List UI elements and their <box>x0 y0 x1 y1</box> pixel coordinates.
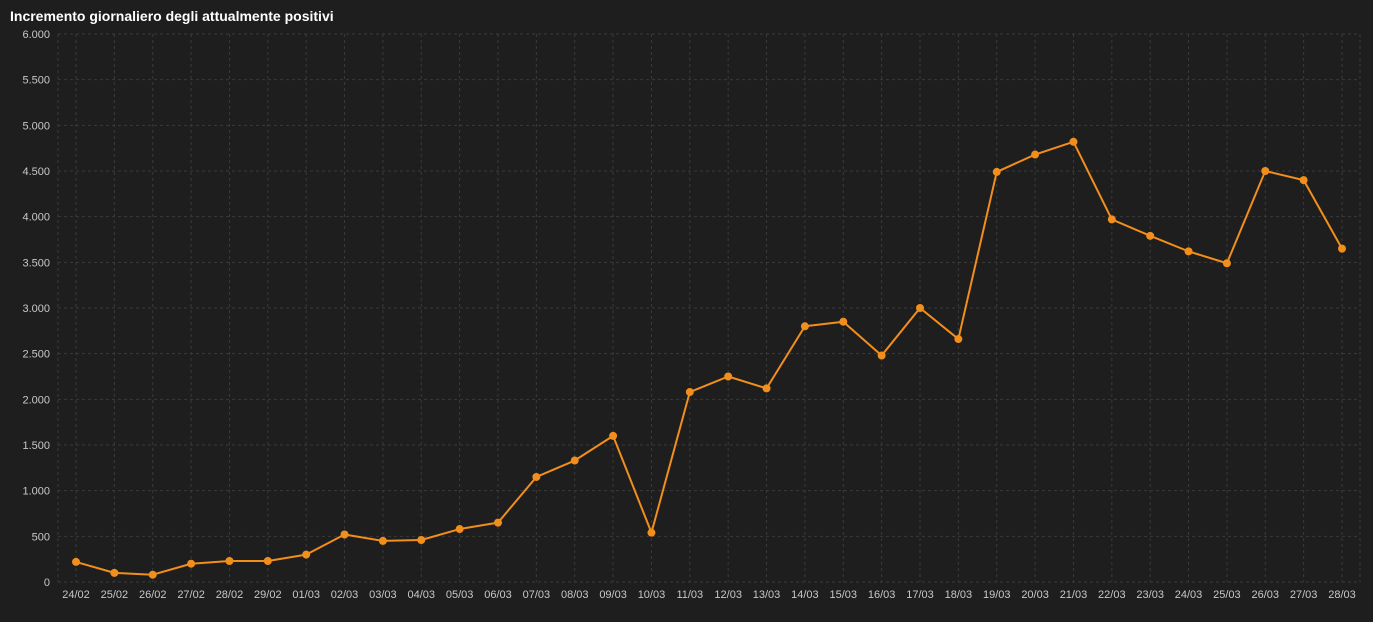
data-point <box>417 536 425 544</box>
data-point <box>379 537 387 545</box>
data-point <box>609 432 617 440</box>
svg-text:12/03: 12/03 <box>714 589 742 601</box>
svg-text:07/03: 07/03 <box>523 589 551 601</box>
data-point <box>1185 247 1193 255</box>
svg-text:2.500: 2.500 <box>22 349 50 361</box>
svg-text:21/03: 21/03 <box>1060 589 1088 601</box>
data-point <box>110 569 118 577</box>
svg-text:05/03: 05/03 <box>446 589 474 601</box>
svg-text:13/03: 13/03 <box>753 589 781 601</box>
svg-text:22/03: 22/03 <box>1098 589 1126 601</box>
svg-text:25/03: 25/03 <box>1213 589 1241 601</box>
svg-text:25/02: 25/02 <box>101 589 129 601</box>
data-point <box>1146 232 1154 240</box>
svg-text:20/03: 20/03 <box>1021 589 1049 601</box>
svg-text:08/03: 08/03 <box>561 589 589 601</box>
svg-text:26/03: 26/03 <box>1252 589 1280 601</box>
data-point <box>456 525 464 533</box>
data-point <box>1261 167 1269 175</box>
data-point <box>878 351 886 359</box>
svg-text:14/03: 14/03 <box>791 589 819 601</box>
svg-text:01/03: 01/03 <box>292 589 320 601</box>
data-point <box>724 373 732 381</box>
svg-text:5.500: 5.500 <box>22 75 50 87</box>
svg-text:3.000: 3.000 <box>22 303 50 315</box>
svg-text:6.000: 6.000 <box>22 29 50 41</box>
data-point <box>264 557 272 565</box>
svg-text:500: 500 <box>32 531 50 543</box>
data-point <box>839 318 847 326</box>
data-point <box>954 335 962 343</box>
svg-text:04/03: 04/03 <box>408 589 436 601</box>
data-point <box>494 519 502 527</box>
svg-text:10/03: 10/03 <box>638 589 666 601</box>
chart-title: Incremento giornaliero degli attualmente… <box>10 8 334 24</box>
data-point <box>763 384 771 392</box>
svg-text:17/03: 17/03 <box>906 589 934 601</box>
svg-text:16/03: 16/03 <box>868 589 896 601</box>
svg-text:1.500: 1.500 <box>22 440 50 452</box>
data-point <box>647 529 655 537</box>
svg-text:28/02: 28/02 <box>216 589 244 601</box>
svg-text:19/03: 19/03 <box>983 589 1011 601</box>
svg-text:0: 0 <box>44 577 50 589</box>
svg-text:23/03: 23/03 <box>1136 589 1164 601</box>
svg-text:5.000: 5.000 <box>22 120 50 132</box>
data-point <box>72 558 80 566</box>
svg-text:02/03: 02/03 <box>331 589 359 601</box>
svg-text:1.000: 1.000 <box>22 486 50 498</box>
svg-text:09/03: 09/03 <box>599 589 627 601</box>
data-point <box>187 560 195 568</box>
svg-text:26/02: 26/02 <box>139 589 167 601</box>
chart-container: Incremento giornaliero degli attualmente… <box>0 0 1373 622</box>
data-point <box>916 304 924 312</box>
data-point <box>801 322 809 330</box>
svg-text:24/02: 24/02 <box>62 589 90 601</box>
data-point <box>571 457 579 465</box>
svg-text:11/03: 11/03 <box>676 589 703 601</box>
data-point <box>1069 138 1077 146</box>
data-point <box>302 551 310 559</box>
svg-text:06/03: 06/03 <box>484 589 512 601</box>
svg-text:27/02: 27/02 <box>177 589 205 601</box>
svg-text:27/03: 27/03 <box>1290 589 1318 601</box>
data-point <box>341 531 349 539</box>
data-point <box>686 388 694 396</box>
svg-text:28/03: 28/03 <box>1328 589 1356 601</box>
data-point <box>532 473 540 481</box>
svg-text:3.500: 3.500 <box>22 257 50 269</box>
data-point <box>1338 245 1346 253</box>
data-point <box>149 571 157 579</box>
svg-text:24/03: 24/03 <box>1175 589 1203 601</box>
data-point <box>993 168 1001 176</box>
data-point <box>225 557 233 565</box>
svg-text:4.000: 4.000 <box>22 212 50 224</box>
data-point <box>1031 151 1039 159</box>
data-point <box>1108 215 1116 223</box>
svg-text:4.500: 4.500 <box>22 166 50 178</box>
data-point <box>1300 176 1308 184</box>
svg-text:03/03: 03/03 <box>369 589 397 601</box>
svg-text:18/03: 18/03 <box>945 589 973 601</box>
line-chart: 0 500 1.000 1.500 2.000 2.500 3.000 3.500 4.000 4… <box>0 0 1373 622</box>
svg-text:15/03: 15/03 <box>830 589 858 601</box>
svg-text:2.000: 2.000 <box>22 394 50 406</box>
data-point <box>1223 259 1231 267</box>
svg-text:29/02: 29/02 <box>254 589 282 601</box>
